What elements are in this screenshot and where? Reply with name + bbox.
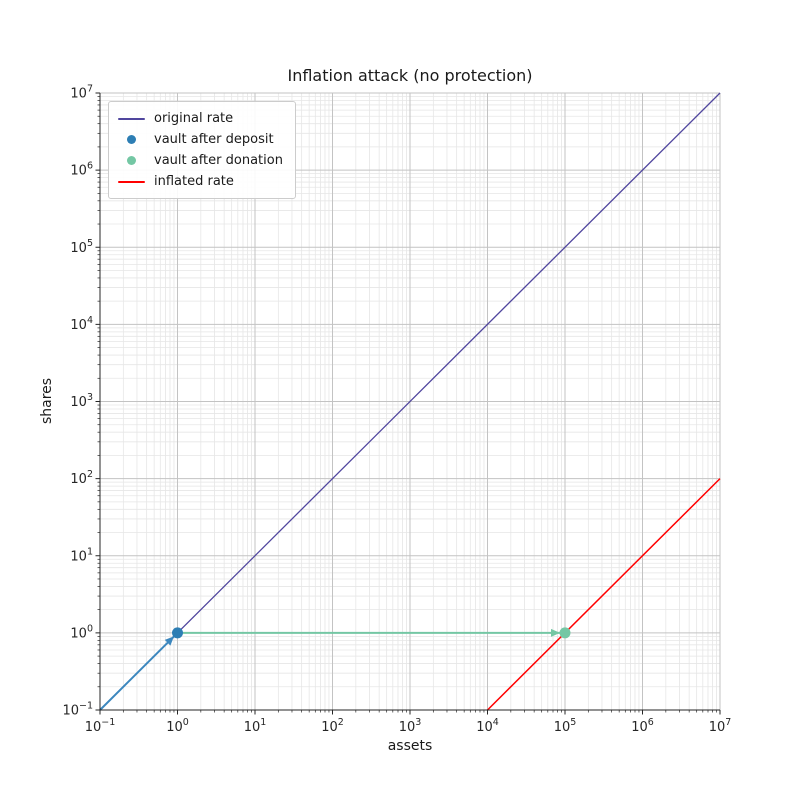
x-tick-label: 105 [554,717,577,735]
vault-after-donation-marker [559,627,571,639]
y-tick-label: 106 [70,161,93,179]
legend-swatch-cell [116,135,146,144]
y-tick-label: 105 [70,238,93,256]
original-rate-line-swatch [117,117,145,120]
legend-swatch-cell [116,180,146,183]
legend-item-inflated-rate: inflated rate [116,171,283,192]
legend-label: inflated rate [154,174,234,189]
vault-after-donation-dot-swatch [126,156,136,165]
legend: original rate vault after deposit vault … [108,101,296,199]
x-tick-label: 101 [244,717,267,735]
y-tick-label: 10−1 [62,701,93,719]
legend-label: original rate [154,111,234,126]
x-tick-label: 104 [476,717,499,735]
legend-label: vault after deposit [154,132,274,147]
original-rate-line [99,92,721,711]
legend-swatch-cell [116,156,146,165]
inflated-rate-line [486,478,721,711]
x-tick-label: 102 [321,717,344,735]
vault-after-deposit-dot-swatch [126,135,136,144]
chart-title: Inflation attack (no protection) [287,66,533,85]
x-tick-label: 103 [399,717,422,735]
y-tick-label: 103 [70,392,93,410]
legend-label: vault after donation [154,153,283,168]
vault-after-deposit-marker [172,627,183,639]
x-tick-label: 106 [631,717,654,735]
deposit-arrow [99,635,175,711]
deposit-arrow-head-icon [164,636,174,646]
legend-item-vault-after-deposit: vault after deposit [116,129,283,150]
x-tick-label: 100 [166,717,189,735]
y-tick-label: 102 [70,469,93,487]
y-axis-label: shares [39,377,55,425]
y-tick-label: 100 [70,623,93,641]
legend-item-vault-after-donation: vault after donation [116,150,283,171]
x-tick-label: 10−1 [85,717,116,735]
y-tick-label: 101 [70,546,93,564]
x-axis-label: assets [387,738,433,754]
y-tick-label: 107 [70,84,93,102]
legend-item-original-rate: original rate [116,108,283,129]
y-tick-label: 104 [70,315,93,333]
donation-arrow-head-icon [551,628,560,637]
inflated-rate-line-swatch [117,180,145,183]
legend-swatch-cell [116,117,146,120]
x-tick-label: 107 [709,717,732,735]
